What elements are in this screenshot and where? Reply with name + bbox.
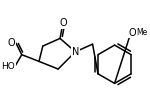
- Text: O: O: [8, 38, 15, 48]
- Text: O: O: [59, 18, 67, 28]
- Text: Me: Me: [137, 28, 148, 37]
- Text: N: N: [72, 47, 79, 57]
- Text: O: O: [128, 28, 136, 38]
- Text: HO: HO: [1, 62, 15, 71]
